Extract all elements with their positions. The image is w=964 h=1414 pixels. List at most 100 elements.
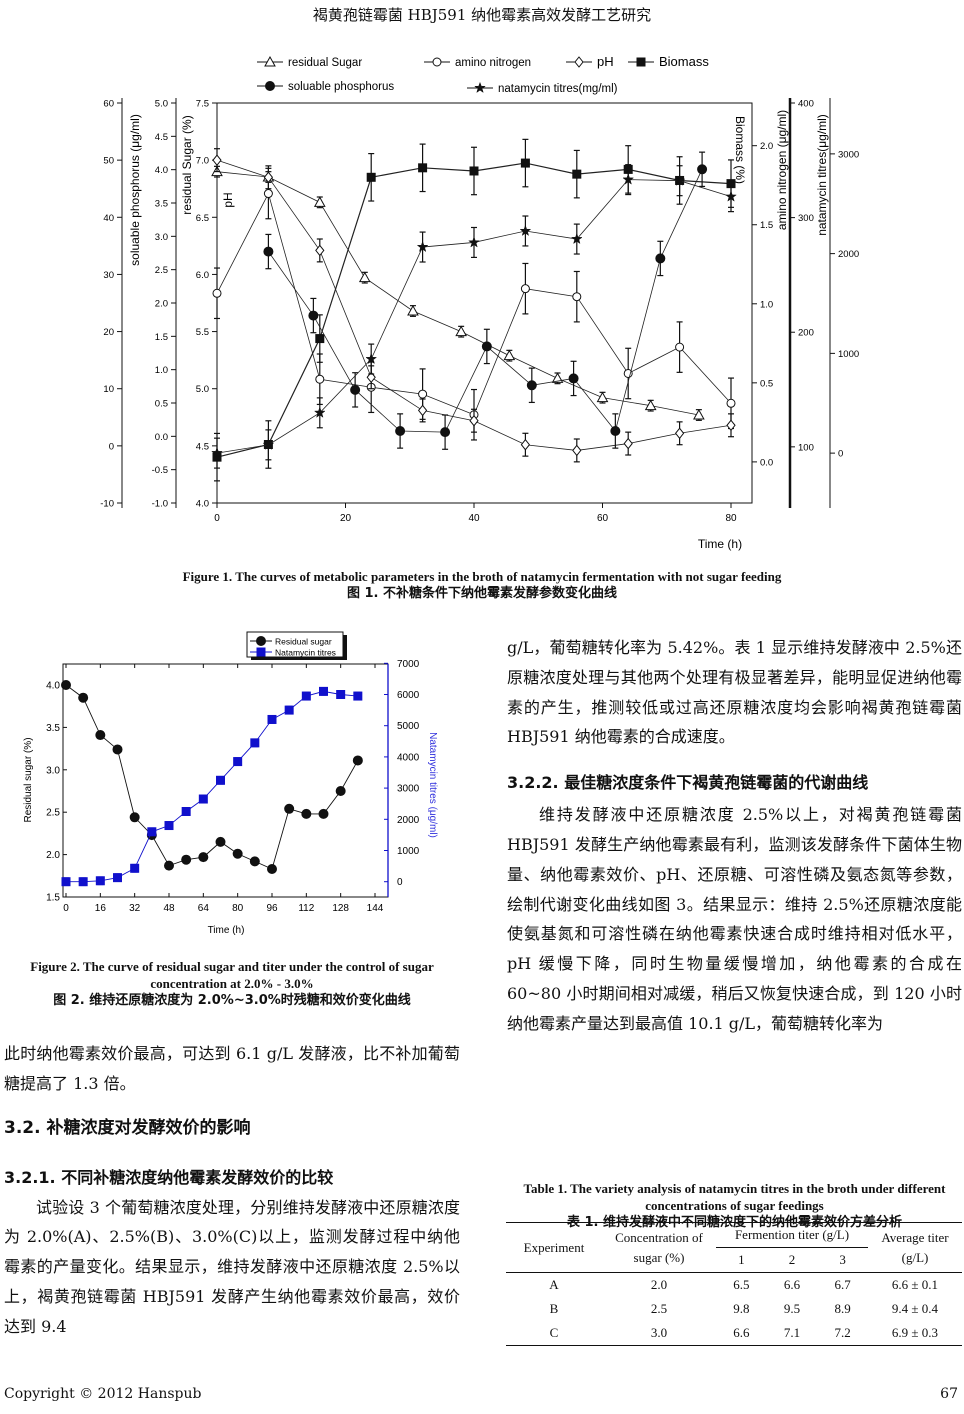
cell-rep: 6.5: [733, 1277, 750, 1292]
x-tick-label: 16: [95, 903, 107, 914]
x-tick-label: 40: [468, 513, 480, 524]
data-point: [313, 406, 326, 418]
data-point: [130, 863, 140, 873]
cell-rep: 9.8: [733, 1301, 750, 1316]
x-tick-label: 80: [232, 903, 244, 914]
y-tick-label: 3.5: [46, 723, 60, 734]
x-tick-label: 32: [129, 903, 141, 914]
data-point: [407, 304, 419, 316]
natamycin-tick-label: 0: [838, 449, 843, 460]
y2-tick-label: 4000: [397, 752, 420, 763]
sugar-tick-label: 2.0: [155, 299, 168, 310]
data-point: [417, 404, 428, 417]
col-header-experiment: Experiment: [523, 1239, 585, 1255]
figure-1-caption-zh: 图 1. 不补糖条件下纳他霉素发酵参数变化曲线: [346, 586, 618, 601]
sugar-tick-label: -0.5: [152, 465, 168, 476]
right-column: g/L，葡萄糖转化率为 5.42%。表 1 显示维持发酵液中 2.5%还原糖浓度…: [507, 633, 962, 1039]
data-point: [181, 807, 191, 816]
cell-rep: 6.7: [834, 1277, 851, 1292]
data-point: [551, 372, 564, 383]
data-point: [622, 173, 635, 185]
y2-tick-label: 6000: [397, 690, 420, 701]
data-point: [164, 821, 174, 831]
data-point: [113, 873, 122, 883]
figure-1-chart: 0 20 40 60 80 Time (h) -10 0 10 20 30 40 50 60 -1.0 -0.…: [100, 54, 859, 551]
phosphorus-tick-label: 40: [103, 213, 114, 224]
ph-tick-label: 4.5: [196, 441, 209, 452]
legend-label: natamycin titres(mg/ml): [498, 83, 618, 95]
data-point: [233, 757, 243, 767]
data-point: [284, 803, 295, 814]
data-point: [250, 738, 260, 748]
sugar-axis-title: residual Sugar (%): [180, 115, 194, 214]
data-point: [572, 292, 582, 302]
biomass-tick-label: 0.5: [760, 378, 773, 389]
x-tick-label: 144: [367, 903, 384, 914]
paragraph: 维持发酵液中还原糖浓度 2.5%以上，对褐黄孢链霉菌 HBJ591 发酵生产纳他…: [507, 805, 962, 1033]
cell-experiment: B: [549, 1301, 559, 1316]
copyright: Copyright © 2012 Hanspub: [4, 1386, 202, 1402]
data-point: [61, 680, 71, 690]
data-point: [655, 253, 666, 264]
y2-tick-label: 1000: [397, 846, 420, 857]
amino-tick-label: 400: [798, 99, 814, 110]
series-line-0: [216, 171, 699, 416]
data-point: [693, 408, 705, 420]
x-tick-label: 48: [163, 903, 175, 914]
cell-concentration: 2.5: [650, 1301, 668, 1316]
series-line-1: [66, 690, 358, 883]
sugar-tick-label: -1.0: [152, 499, 168, 510]
phosphorus-tick-label: 60: [103, 99, 114, 110]
table-row: A 2.0 6.5 6.6 6.7 6.6 ± 0.1: [506, 1273, 962, 1298]
cell-experiment: C: [549, 1325, 559, 1340]
data-point: [212, 288, 222, 298]
data-point: [572, 169, 582, 179]
legend-label: Biomass: [659, 54, 709, 69]
col-header-average: Average titer (g/L): [881, 1229, 949, 1265]
biomass-tick-label: 0.0: [760, 457, 773, 468]
data-point: [455, 325, 467, 337]
x-axis-title: Time (h): [698, 537, 742, 551]
data-point: [610, 426, 621, 436]
x-tick-label: 112: [298, 903, 314, 914]
data-point: [726, 398, 736, 408]
phosphorus-tick-label: -10: [100, 499, 114, 510]
y-tick-label: 1.5: [46, 893, 60, 904]
data-point: [232, 848, 243, 859]
data-point: [262, 438, 275, 450]
y2-axis-title: Natamycin titres (μg/ml): [427, 732, 438, 838]
section-heading-3-2: 3.2. 补糖浓度对发酵效价的影响: [4, 1117, 251, 1138]
biomass-tick-label: 1.5: [760, 220, 773, 231]
data-point: [520, 438, 531, 451]
data-point: [674, 427, 685, 440]
cell-concentration: 3.0: [650, 1325, 668, 1340]
page-number: 67: [940, 1386, 958, 1402]
data-point: [78, 692, 89, 703]
legend-marker: [474, 81, 486, 94]
y2-tick-label: 7000: [397, 659, 420, 670]
table-row: C 3.0 6.6 7.1 7.2 6.9 ± 0.3: [506, 1321, 962, 1346]
y-axis-title: Residual sugar (%): [23, 737, 34, 822]
legend-marker: [636, 57, 646, 67]
series-line-1: [216, 192, 732, 416]
y2-tick-label: 3000: [397, 784, 420, 795]
x-tick-label: 64: [198, 903, 210, 914]
data-point: [336, 690, 346, 699]
natamycin-tick-label: 2000: [838, 249, 859, 260]
data-point: [284, 705, 294, 715]
data-point: [216, 775, 225, 785]
data-point: [198, 794, 208, 804]
amino-tick-label: 100: [798, 442, 814, 453]
section-heading-3-2-1: 3.2.1. 不同补糖浓度纳他霉素发酵效价的比较: [4, 1167, 334, 1187]
x-tick-label: 80: [725, 513, 737, 524]
ph-axis-title: pH: [221, 192, 235, 207]
amino-tick-label: 200: [798, 328, 814, 339]
sugar-tick-label: 2.5: [155, 265, 168, 276]
data-point: [596, 391, 609, 403]
legend-label: residual Sugar: [288, 57, 362, 69]
x-tick-label: 0: [63, 903, 69, 914]
col-header-rep-1: 1: [738, 1252, 745, 1267]
section-heading-3-2-2: 3.2.2. 最佳糖浓度条件下褐黄孢链霉菌的代谢曲线: [507, 773, 869, 793]
data-point: [395, 426, 406, 436]
ph-tick-label: 5.0: [196, 384, 209, 395]
